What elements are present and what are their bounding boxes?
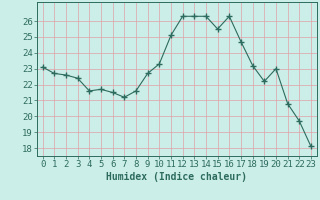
- X-axis label: Humidex (Indice chaleur): Humidex (Indice chaleur): [106, 172, 247, 182]
